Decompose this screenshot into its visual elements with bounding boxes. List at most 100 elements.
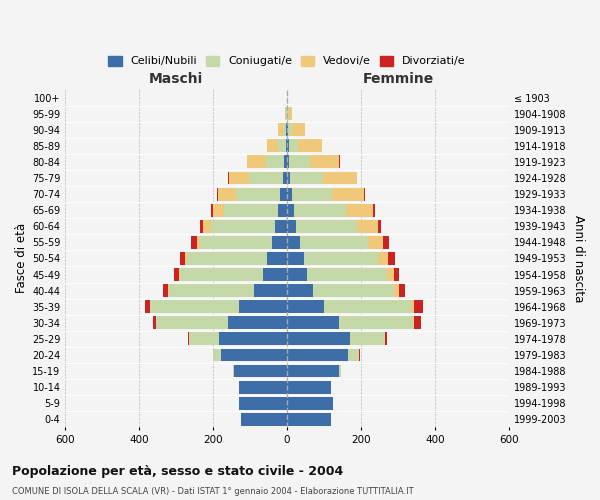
Bar — [217, 188, 218, 200]
Bar — [275, 220, 287, 232]
Bar — [156, 316, 228, 329]
Bar — [287, 300, 324, 313]
Bar — [414, 300, 423, 313]
Bar — [383, 236, 389, 249]
Bar — [213, 348, 221, 362]
Bar — [168, 284, 169, 297]
Bar — [348, 348, 359, 362]
Bar — [203, 220, 211, 232]
Bar — [387, 268, 394, 281]
Text: Popolazione per età, sesso e stato civile - 2004: Popolazione per età, sesso e stato civil… — [12, 464, 343, 477]
Bar — [218, 188, 236, 200]
Bar — [286, 107, 287, 120]
Bar — [289, 156, 310, 168]
Bar — [399, 284, 406, 297]
Bar — [356, 172, 358, 184]
Bar — [224, 204, 278, 216]
Bar — [394, 268, 399, 281]
Bar — [179, 268, 180, 281]
Bar — [180, 268, 263, 281]
Bar — [288, 124, 292, 136]
Bar — [294, 204, 346, 216]
Bar — [247, 156, 266, 168]
Bar — [239, 300, 287, 313]
Bar — [254, 284, 287, 297]
Bar — [241, 413, 287, 426]
Bar — [185, 252, 187, 265]
Bar — [263, 268, 287, 281]
Y-axis label: Anni di nascita: Anni di nascita — [572, 214, 585, 302]
Bar — [287, 124, 288, 136]
Text: Femmine: Femmine — [362, 72, 434, 86]
Bar — [152, 316, 155, 329]
Bar — [394, 284, 399, 297]
Bar — [339, 364, 341, 378]
Bar — [287, 220, 296, 232]
Bar — [290, 172, 323, 184]
Bar — [180, 252, 185, 265]
Bar — [145, 300, 149, 313]
Bar — [346, 204, 373, 216]
Bar — [287, 236, 300, 249]
Bar — [332, 188, 364, 200]
Bar — [292, 188, 332, 200]
Bar — [287, 364, 339, 378]
Bar — [413, 316, 414, 329]
Bar — [284, 156, 287, 168]
Bar — [324, 300, 411, 313]
Bar — [313, 284, 394, 297]
Text: COMUNE DI ISOLA DELLA SCALA (VR) - Dati ISTAT 1° gennaio 2004 - Elaborazione TUT: COMUNE DI ISOLA DELLA SCALA (VR) - Dati … — [12, 487, 413, 496]
Bar — [287, 252, 304, 265]
Bar — [197, 236, 200, 249]
Bar — [292, 124, 305, 136]
Bar — [236, 188, 280, 200]
Bar — [289, 140, 298, 152]
Bar — [169, 284, 254, 297]
Bar — [287, 380, 331, 394]
Bar — [287, 332, 350, 345]
Bar — [287, 397, 334, 409]
Bar — [287, 140, 289, 152]
Bar — [280, 188, 287, 200]
Bar — [286, 124, 287, 136]
Bar — [286, 140, 287, 152]
Bar — [287, 413, 331, 426]
Bar — [228, 316, 287, 329]
Bar — [278, 124, 283, 136]
Bar — [411, 300, 414, 313]
Bar — [211, 204, 213, 216]
Bar — [287, 268, 307, 281]
Y-axis label: Fasce di età: Fasce di età — [15, 224, 28, 294]
Bar — [388, 252, 395, 265]
Bar — [385, 332, 387, 345]
Bar — [287, 204, 294, 216]
Bar — [287, 172, 290, 184]
Bar — [239, 397, 287, 409]
Bar — [151, 300, 239, 313]
Bar — [213, 204, 224, 216]
Bar — [283, 172, 287, 184]
Bar — [287, 188, 292, 200]
Bar — [289, 107, 292, 120]
Bar — [304, 252, 377, 265]
Bar — [377, 252, 388, 265]
Bar — [287, 348, 348, 362]
Bar — [221, 348, 287, 362]
Bar — [287, 156, 289, 168]
Bar — [278, 204, 287, 216]
Legend: Celibi/Nubili, Coniugati/e, Vedovi/e, Divorziati/e: Celibi/Nubili, Coniugati/e, Vedovi/e, Di… — [104, 51, 470, 71]
Bar — [272, 236, 287, 249]
Bar — [283, 124, 286, 136]
Bar — [358, 220, 377, 232]
Bar — [310, 156, 339, 168]
Bar — [189, 332, 219, 345]
Bar — [287, 316, 339, 329]
Bar — [219, 332, 287, 345]
Bar — [368, 236, 383, 249]
Bar — [267, 252, 287, 265]
Bar — [229, 172, 250, 184]
Text: Maschi: Maschi — [149, 72, 203, 86]
Bar — [377, 220, 382, 232]
Bar — [296, 220, 358, 232]
Bar — [350, 332, 385, 345]
